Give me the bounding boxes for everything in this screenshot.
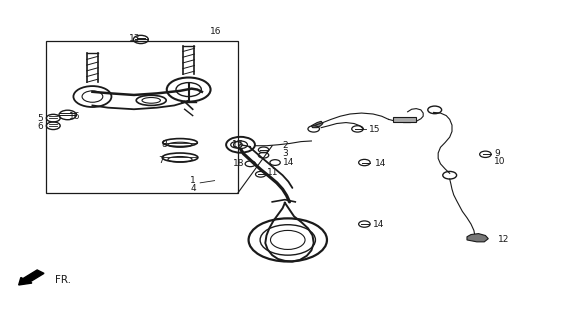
Text: FR.: FR.: [55, 275, 71, 285]
Text: 12: 12: [498, 236, 510, 244]
Text: 14: 14: [375, 159, 386, 168]
Polygon shape: [393, 117, 416, 122]
Text: 17: 17: [232, 140, 243, 149]
Text: 2: 2: [283, 141, 288, 150]
Text: 14: 14: [373, 220, 384, 228]
Polygon shape: [467, 234, 488, 242]
Text: 14: 14: [283, 158, 294, 167]
Text: 6: 6: [37, 122, 43, 131]
Text: 16: 16: [69, 112, 81, 121]
Text: 8: 8: [162, 140, 167, 149]
Text: 15: 15: [369, 125, 380, 134]
Text: 5: 5: [37, 114, 43, 123]
Text: 1: 1: [190, 176, 196, 185]
Text: 10: 10: [494, 157, 505, 166]
FancyArrow shape: [19, 270, 44, 285]
Text: 4: 4: [190, 184, 196, 193]
Text: 3: 3: [283, 149, 288, 158]
Bar: [46, 41, 237, 193]
Text: 7: 7: [158, 156, 164, 164]
Text: 11: 11: [267, 168, 278, 177]
Text: 13: 13: [129, 34, 141, 43]
Polygon shape: [312, 121, 323, 128]
Text: 9: 9: [494, 149, 500, 158]
Text: 16: 16: [210, 27, 222, 36]
Text: 18: 18: [233, 159, 244, 168]
